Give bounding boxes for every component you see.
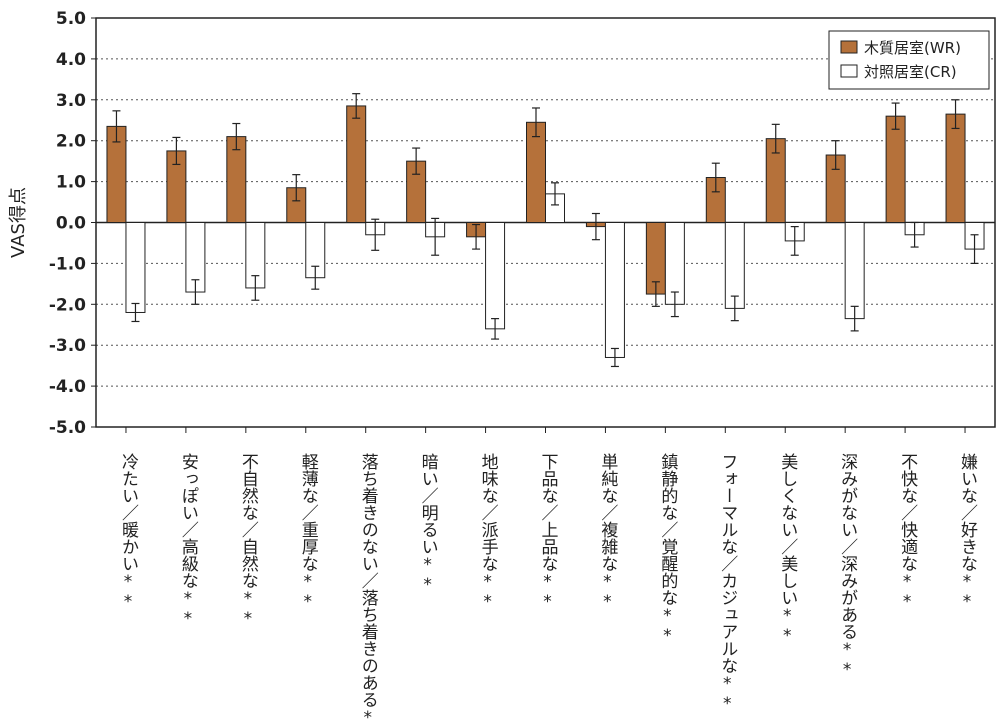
x-category-label: 暗い／明るい** <box>418 453 439 595</box>
y-tick-label: 3.0 <box>56 91 86 111</box>
x-category-label: 美しくない／美しい** <box>777 453 798 646</box>
bar-wr <box>885 115 906 223</box>
bar-cr <box>844 222 865 320</box>
x-category-label: 地味な／派手な** <box>478 453 499 612</box>
legend-label-cr: 対照居室(CR) <box>864 63 957 81</box>
x-category-label: 下品な／上品な** <box>538 453 559 612</box>
x-category-label: 冷たい／暖かい** <box>118 453 139 612</box>
bar-wr <box>526 121 546 223</box>
y-tick-label: 1.0 <box>56 173 86 193</box>
x-category-label: 安っぽい／高級な** <box>178 453 199 629</box>
y-tick-label: -4.0 <box>49 377 86 397</box>
y-tick-label: 0.0 <box>56 214 86 234</box>
y-tick-label: -5.0 <box>49 418 86 438</box>
bar-wr <box>346 105 367 223</box>
x-category-label: 軽薄な／重厚な** <box>298 453 319 612</box>
bar-cr <box>125 222 146 313</box>
legend-swatch-cr <box>840 64 858 78</box>
bar-wr <box>945 113 966 223</box>
y-tick-label: -1.0 <box>49 254 86 274</box>
x-category-label: 不快な／快適な** <box>897 453 918 612</box>
x-category-label: 深みがない／深みがある** <box>837 453 858 680</box>
y-tick-label: -3.0 <box>49 336 86 356</box>
bar-cr <box>724 222 745 309</box>
y-tick-label: -2.0 <box>49 295 86 315</box>
bar-cr <box>485 222 506 330</box>
bar-cr <box>604 222 625 358</box>
y-tick-label: 4.0 <box>56 50 86 70</box>
x-category-label: 不自然な／自然な** <box>238 453 258 629</box>
y-tick-label: 5.0 <box>56 9 86 29</box>
y-axis-label: VAS得点 <box>8 187 29 258</box>
x-category-label: 鎮静的な／覚醒的な** <box>657 453 678 646</box>
x-category-label: 落ち着きのない／落ち着きのある** <box>358 453 379 724</box>
x-category-label: 単純な／複雑な** <box>597 453 618 612</box>
y-tick-label: 2.0 <box>56 132 86 152</box>
legend-swatch-wr <box>840 40 858 54</box>
x-category-label: 嫌いな／好きな** <box>957 453 978 612</box>
legend-label-wr: 木質居室(WR) <box>864 39 961 57</box>
x-category-label: フォーマルな／カジュアルな** <box>717 453 738 714</box>
